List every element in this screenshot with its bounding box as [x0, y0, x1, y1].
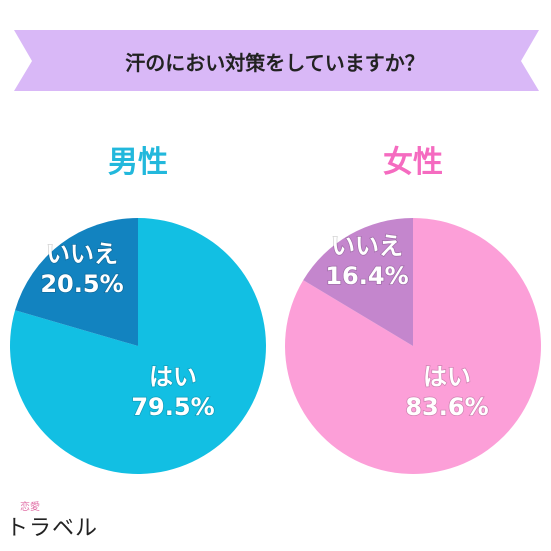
slice-value-male-0: 79.5%: [131, 393, 214, 421]
pie-slice-female-no: [303, 218, 413, 346]
slice-label-female-0: はい: [423, 363, 471, 391]
slice-label-male-0: はい: [149, 363, 197, 391]
slice-label-female-1: いいえ: [331, 232, 403, 260]
logo-small-text: 恋愛: [20, 502, 40, 513]
logo-text: トラベル: [6, 516, 99, 541]
pie-slice-male-no: [15, 218, 138, 346]
banner-ribbon: [14, 30, 539, 91]
pie-title-male: 男性: [108, 145, 168, 180]
slice-value-female-1: 16.4%: [325, 262, 408, 290]
slice-label-male-1: いいえ: [46, 240, 118, 268]
slice-value-male-1: 20.5%: [40, 270, 123, 298]
pie-slice-male-yes: [9, 218, 266, 474]
pie-slice-female-yes: [285, 218, 542, 474]
pie-title-female: 女性: [383, 145, 443, 180]
page-title: 汗のにおい対策をしていますか？: [125, 51, 424, 75]
logo: 恋愛 トラベル: [6, 498, 106, 542]
title-banner: 汗のにおい対策をしていますか？: [14, 30, 539, 91]
slice-value-female-0: 83.6%: [405, 393, 488, 421]
